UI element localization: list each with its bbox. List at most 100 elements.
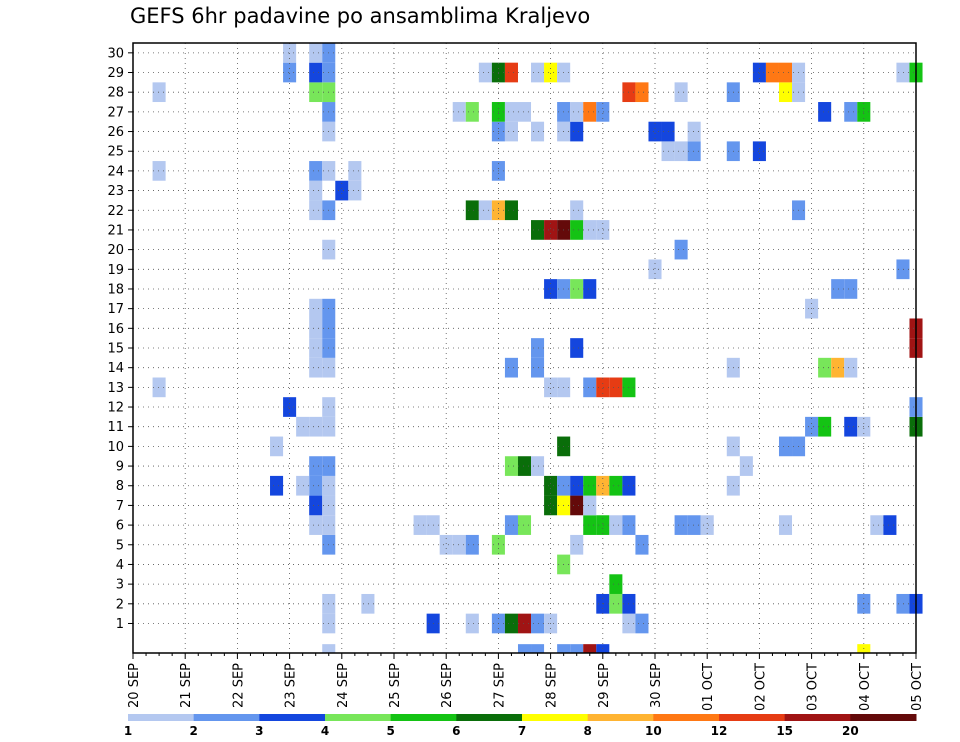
heatmap-cell (583, 279, 597, 299)
heatmap-cell (674, 515, 688, 535)
heatmap-cell (283, 397, 297, 417)
heatmap-cell (504, 456, 518, 476)
heatmap-cell (544, 377, 558, 398)
heatmap-cell (531, 220, 545, 240)
heatmap-cell (596, 515, 610, 535)
heatmap-cell (504, 102, 518, 122)
heatmap-cell (674, 239, 688, 260)
heatmap-cell (517, 613, 532, 634)
heatmap-cell (309, 180, 323, 201)
heatmap-cell (557, 644, 571, 653)
heatmap-cell (570, 338, 584, 358)
heatmap-cell (309, 200, 323, 221)
colorbar-swatch (850, 714, 917, 721)
heatmap-cell (361, 593, 375, 614)
y-tick-label: 17 (107, 302, 124, 317)
heatmap-cell (309, 357, 323, 378)
colorbar-label: 12 (711, 724, 728, 738)
heatmap-cell (805, 416, 819, 437)
heatmap-cell (778, 62, 793, 83)
y-tick-label: 12 (107, 401, 124, 416)
heatmap-cell (870, 515, 884, 535)
heatmap-cell (570, 279, 584, 299)
colorbar-swatch (587, 714, 654, 721)
heatmap-cell (452, 102, 466, 122)
y-tick-label: 28 (107, 86, 124, 101)
colorbar-swatch (719, 714, 786, 721)
heatmap-cell (687, 121, 701, 142)
colorbar-swatch (522, 714, 589, 721)
colorbar-label: 8 (583, 724, 591, 738)
heatmap-cell (583, 475, 597, 496)
y-tick-label: 2 (116, 597, 124, 612)
heatmap-cell (596, 377, 610, 398)
x-tick-label: 02 OCT (753, 663, 768, 711)
x-tick-label: 24 SEP (336, 663, 351, 708)
y-tick-label: 24 (107, 164, 124, 179)
heatmap-cell (531, 456, 545, 476)
heatmap-cell (674, 82, 688, 103)
heatmap-cell (322, 644, 336, 653)
heatmap-cell (544, 495, 558, 516)
colorbar-label: 3 (255, 724, 263, 738)
heatmap-cell (583, 495, 597, 516)
heatmap-cell (687, 515, 701, 535)
colorbar-label: 1 (124, 724, 132, 738)
y-tick-label: 21 (107, 223, 124, 238)
heatmap-cell (674, 141, 688, 162)
colorbar-label: 6 (452, 724, 460, 738)
y-tick-label: 16 (107, 322, 124, 337)
y-tick-label: 22 (107, 204, 124, 219)
heatmap-cell (335, 180, 349, 201)
heatmap-cell (570, 534, 584, 555)
y-tick-label: 11 (107, 420, 124, 435)
y-tick-label: 1 (116, 617, 124, 632)
heatmap-cell (309, 161, 323, 181)
heatmap-cell (583, 644, 597, 653)
heatmap-cell (609, 593, 623, 614)
y-tick-label: 5 (116, 538, 124, 553)
heatmap-cell (309, 318, 323, 339)
heatmap-cell (270, 475, 284, 496)
heatmap-cell (844, 279, 858, 299)
heatmap-cell (348, 180, 362, 201)
y-tick-label: 26 (107, 125, 124, 140)
heatmap-cell (309, 495, 323, 516)
heatmap-cell (283, 43, 297, 63)
heatmap-cell (635, 613, 649, 634)
heatmap-cell (309, 298, 323, 319)
heatmap-cell (531, 121, 545, 142)
colorbar-label: 10 (645, 724, 662, 738)
heatmap-cell (517, 102, 532, 122)
x-tick-label: 29 SEP (597, 663, 612, 708)
x-tick-label: 04 OCT (858, 663, 873, 711)
heatmap-cell (844, 102, 858, 122)
heatmap-cell (439, 534, 453, 555)
y-tick-label: 13 (107, 381, 124, 396)
heatmap-cell (818, 102, 832, 122)
y-tick-label: 23 (107, 184, 124, 199)
heatmap-cell (296, 416, 310, 437)
y-tick-label: 10 (107, 440, 124, 455)
colorbar-swatch (784, 714, 851, 721)
x-tick-label: 26 SEP (440, 663, 455, 708)
x-tick-label: 20 SEP (127, 663, 142, 708)
x-tick-label: 03 OCT (806, 663, 821, 711)
heatmap-cell (309, 43, 323, 63)
x-tick-label: 05 OCT (910, 663, 925, 711)
chart-title: GEFS 6hr padavine po ansamblima Kraljevo (130, 4, 591, 28)
y-tick-label: 4 (116, 558, 124, 573)
heatmap-cell (309, 456, 323, 476)
colorbar-swatch (390, 714, 457, 721)
x-tick-label: 01 OCT (701, 663, 716, 711)
x-axis: 20 SEP 21 SEP 22 SEP 23 SEP 24 SEP 25 SEP 26 S… (127, 653, 925, 711)
y-tick-label: 6 (116, 519, 124, 534)
heatmap-cell (309, 62, 323, 83)
heatmap-cell (778, 515, 793, 535)
heatmap-cell (309, 82, 323, 103)
heatmap-cell (452, 534, 466, 555)
y-axis: 1234567891011121314151617181920212223242… (107, 46, 133, 632)
heatmap-cell (778, 436, 793, 457)
heatmap-cell (818, 416, 832, 437)
